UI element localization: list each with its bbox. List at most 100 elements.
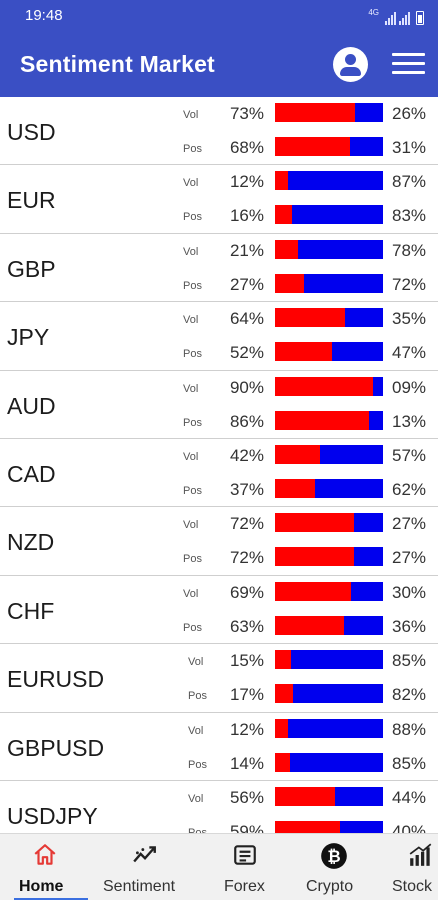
pos-buy-percent: 86% — [229, 411, 264, 431]
currency-row[interactable]: NZD Vol 72% 27% Pos 72% 27% — [0, 507, 438, 576]
vol-sentiment-bar — [275, 444, 383, 464]
vol-label: Vol — [188, 724, 204, 737]
pos-line: Pos 59% 40% — [0, 815, 438, 833]
vol-line: Vol 42% 57% — [0, 439, 438, 473]
vol-sell-percent: 35% — [392, 309, 427, 329]
nav-sentiment[interactable]: Sentiment — [96, 834, 196, 900]
nav-sentiment-label: Sentiment — [103, 878, 176, 895]
vol-bull-fill — [275, 444, 321, 464]
vol-line: Vol 12% 88% — [0, 713, 438, 747]
pos-line: Pos 68% 31% — [0, 131, 438, 165]
pos-sell-percent: 36% — [392, 616, 427, 636]
currency-name: USDJPY — [7, 802, 98, 829]
vol-bull-fill — [275, 718, 288, 738]
pos-line: Pos 86% 13% — [0, 405, 438, 439]
vol-sentiment-bar — [275, 718, 383, 738]
nav-crypto-label: Crypto — [306, 878, 354, 895]
vol-sell-percent: 57% — [392, 445, 427, 465]
pos-buy-percent: 52% — [229, 343, 264, 363]
pos-line: Pos 63% 36% — [0, 610, 438, 644]
signal-icon — [385, 12, 396, 25]
pos-sentiment-bar — [275, 478, 383, 498]
pos-buy-percent: 27% — [229, 274, 264, 294]
pos-sentiment-bar — [275, 205, 383, 225]
pos-bull-fill — [275, 684, 294, 704]
nav-crypto[interactable]: ₿ Crypto — [296, 834, 376, 900]
pos-buy-percent: 14% — [229, 753, 264, 773]
pos-sentiment-bar — [275, 273, 383, 293]
bottom-navigation: Home Sentiment Forex ₿ Crypto Stock — [0, 833, 438, 900]
vol-line: Vol 12% 87% — [0, 165, 438, 199]
currency-name: NZD — [7, 529, 55, 556]
vol-bull-fill — [275, 376, 374, 396]
pos-sell-percent: 62% — [392, 479, 427, 499]
sentiment-list[interactable]: USD Vol 73% 26% Pos 68% 31% EUR Vol 12% 87% Pos 16% 8… — [0, 97, 438, 833]
pos-label: Pos — [183, 416, 202, 429]
vol-label: Vol — [183, 450, 199, 463]
currency-row[interactable]: AUD Vol 90% 09% Pos 86% 13% — [0, 371, 438, 439]
vol-buy-percent: 21% — [229, 240, 264, 260]
vol-bull-fill — [275, 581, 351, 601]
pos-sentiment-bar — [275, 615, 383, 635]
vol-sentiment-bar — [275, 376, 383, 396]
currency-name: GBP — [7, 255, 56, 282]
pos-sell-percent: 83% — [392, 206, 427, 226]
status-bar: 19:48 4G — [0, 0, 438, 31]
vol-buy-percent: 15% — [229, 651, 264, 671]
account-icon[interactable] — [333, 47, 368, 82]
currency-row[interactable]: USDJPY Vol 56% 44% Pos 59% 40% — [0, 781, 438, 833]
nav-forex[interactable]: Forex — [210, 834, 280, 900]
pos-label: Pos — [183, 143, 202, 155]
pos-bull-fill — [275, 273, 305, 293]
vol-buy-percent: 73% — [229, 104, 264, 123]
pos-buy-percent: 72% — [229, 548, 264, 568]
pos-bull-fill — [275, 615, 345, 635]
pos-buy-percent: 59% — [229, 821, 264, 833]
pos-line: Pos 72% 27% — [0, 541, 438, 575]
vol-buy-percent: 42% — [229, 445, 264, 465]
vol-label: Vol — [183, 519, 199, 532]
vol-bull-fill — [275, 650, 292, 670]
pos-label: Pos — [183, 553, 202, 566]
vol-sell-percent: 85% — [392, 651, 427, 671]
currency-row[interactable]: JPY Vol 64% 35% Pos 52% 47% — [0, 302, 438, 371]
vol-label: Vol — [183, 245, 199, 258]
pos-label: Pos — [183, 484, 202, 497]
vol-sentiment-bar — [275, 786, 383, 806]
vol-label: Vol — [188, 792, 204, 805]
vol-buy-percent: 72% — [229, 514, 264, 534]
page-title: Sentiment Market — [20, 51, 215, 77]
vol-label: Vol — [183, 382, 199, 395]
currency-name: CAD — [7, 460, 56, 487]
vol-sentiment-bar — [275, 308, 383, 328]
currency-row[interactable]: GBPUSD Vol 12% 88% Pos 14% 85% — [0, 713, 438, 781]
currency-row[interactable]: EUR Vol 12% 87% Pos 16% 83% — [0, 165, 438, 234]
pos-label: Pos — [183, 621, 202, 634]
vol-sentiment-bar — [275, 650, 383, 670]
pos-sentiment-bar — [275, 684, 383, 704]
vol-bull-fill — [275, 103, 355, 122]
pos-sell-percent: 72% — [392, 274, 427, 294]
pos-sentiment-bar — [275, 137, 383, 156]
currency-name: EURUSD — [7, 666, 105, 693]
trend-icon — [133, 846, 156, 863]
vol-sell-percent: 27% — [392, 514, 427, 534]
pos-sentiment-bar — [275, 547, 383, 567]
pos-sell-percent: 85% — [392, 753, 427, 773]
currency-row[interactable]: GBP Vol 21% 78% Pos 27% 72% — [0, 234, 438, 303]
currency-name: GBPUSD — [7, 734, 105, 761]
nav-home[interactable]: Home — [0, 834, 90, 900]
pos-sell-percent: 40% — [392, 821, 427, 833]
currency-row[interactable]: USD Vol 73% 26% Pos 68% 31% — [0, 97, 438, 166]
pos-bull-fill — [275, 478, 315, 498]
currency-row[interactable]: EURUSD Vol 15% 85% Pos 17% 82% — [0, 644, 438, 713]
pos-label: Pos — [183, 279, 202, 292]
vol-buy-percent: 64% — [229, 309, 264, 329]
pos-label: Pos — [188, 758, 207, 771]
nav-stock[interactable]: Stock — [390, 834, 438, 900]
currency-row[interactable]: CAD Vol 42% 57% Pos 37% 62% — [0, 439, 438, 508]
nav-home-label: Home — [19, 878, 64, 895]
vol-sentiment-bar — [275, 103, 383, 122]
menu-icon[interactable] — [392, 53, 425, 75]
currency-row[interactable]: CHF Vol 69% 30% Pos 63% 36% — [0, 576, 438, 645]
